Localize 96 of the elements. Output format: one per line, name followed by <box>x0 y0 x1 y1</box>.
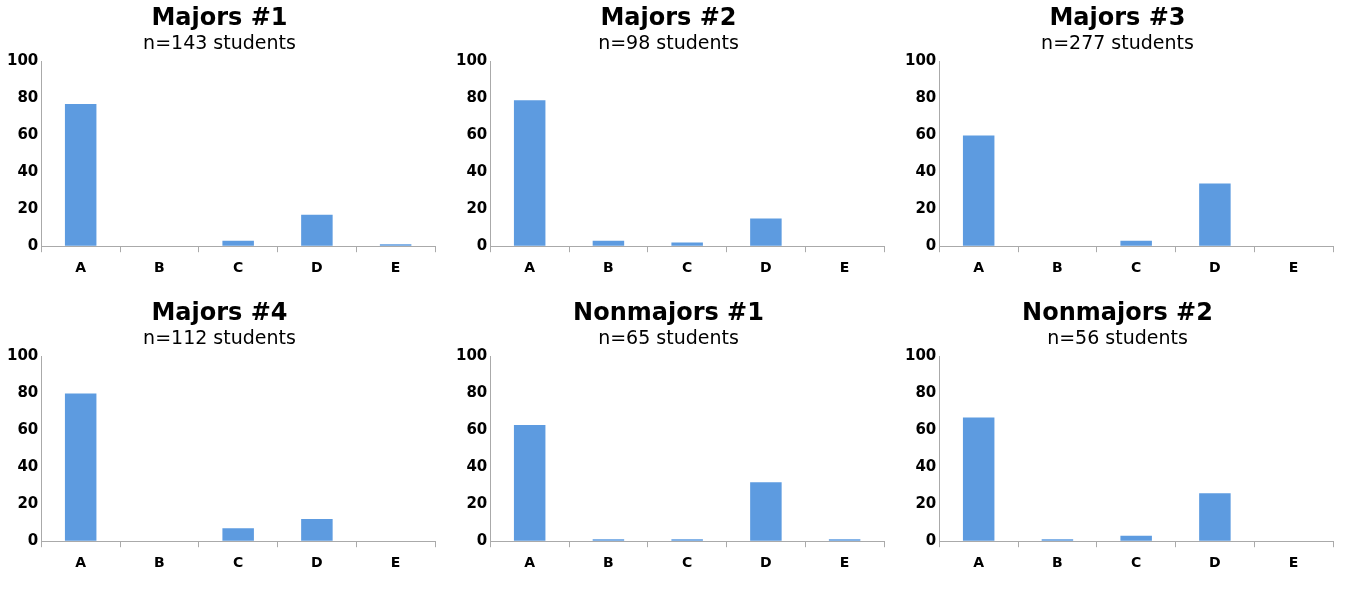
bar <box>962 135 995 246</box>
bar <box>1199 183 1231 246</box>
chart-subtitle: n=65 students <box>598 326 739 349</box>
x-tick-label: D <box>1209 554 1221 571</box>
x-tick-label: A <box>524 554 536 571</box>
x-tick-label: B <box>154 554 165 571</box>
y-tick-label: 80 <box>915 383 937 402</box>
x-tick-label: E <box>390 259 401 276</box>
y-tick-label: 0 <box>476 236 488 255</box>
x-tick-label: D <box>1209 259 1221 276</box>
y-tick-label: 100 <box>905 51 937 70</box>
y-tick-label: 0 <box>476 531 488 550</box>
y-tick-label: 60 <box>17 420 39 439</box>
y-tick-label: 60 <box>915 420 937 439</box>
bar <box>1120 535 1152 541</box>
y-tick-label: 60 <box>17 125 39 144</box>
bar <box>1199 493 1231 541</box>
y-tick-label: 60 <box>466 420 488 439</box>
chart-title: Majors #3 <box>1049 2 1186 31</box>
y-tick-label: 0 <box>925 531 937 550</box>
y-tick-label: 40 <box>915 162 937 181</box>
bar <box>301 214 333 246</box>
y-tick-label: 40 <box>17 457 39 476</box>
x-tick-label: B <box>603 554 614 571</box>
x-tick-label: B <box>154 259 165 276</box>
y-tick-label: 20 <box>466 494 488 513</box>
bar <box>750 482 782 541</box>
x-tick-label: C <box>233 554 244 571</box>
x-tick-label: C <box>682 259 693 276</box>
x-tick-label: D <box>760 259 772 276</box>
y-tick-label: 20 <box>915 494 937 513</box>
y-tick-label: 40 <box>466 162 488 181</box>
x-tick-label: E <box>1288 259 1299 276</box>
y-tick-label: 40 <box>17 162 39 181</box>
y-tick-label: 60 <box>915 125 937 144</box>
bar <box>64 393 97 541</box>
y-tick-label: 80 <box>17 88 39 107</box>
y-tick-label: 80 <box>466 88 488 107</box>
y-tick-label: 60 <box>466 125 488 144</box>
x-tick-label: C <box>233 259 244 276</box>
x-tick-label: D <box>760 554 772 571</box>
x-tick-label: A <box>75 259 87 276</box>
x-tick-label: E <box>839 554 850 571</box>
bar <box>671 242 703 246</box>
x-tick-label: C <box>1131 259 1142 276</box>
bar <box>750 218 782 246</box>
bar <box>222 240 254 246</box>
chart-subtitle: n=56 students <box>1047 326 1188 349</box>
x-tick-label: A <box>524 259 536 276</box>
chart-title: Nonmajors #2 <box>1022 297 1213 326</box>
chart-title: Nonmajors #1 <box>573 297 764 326</box>
x-tick-label: A <box>75 554 87 571</box>
bar <box>513 424 546 541</box>
y-tick-label: 20 <box>915 199 937 218</box>
x-tick-label: B <box>603 259 614 276</box>
chart-subtitle: n=112 students <box>143 326 296 349</box>
y-tick-label: 100 <box>905 346 937 365</box>
chart-title: Majors #2 <box>600 2 737 31</box>
y-tick-label: 40 <box>466 457 488 476</box>
bar <box>1120 240 1152 246</box>
y-tick-label: 80 <box>915 88 937 107</box>
y-tick-label: 100 <box>456 346 488 365</box>
x-tick-label: B <box>1052 554 1063 571</box>
y-tick-label: 0 <box>27 236 39 255</box>
chart-title: Majors #1 <box>151 2 288 31</box>
x-tick-label: B <box>1052 259 1063 276</box>
bar <box>222 528 254 541</box>
bar <box>962 417 995 541</box>
x-tick-label: C <box>682 554 693 571</box>
x-tick-label: A <box>973 554 985 571</box>
chart-subtitle: n=98 students <box>598 31 739 54</box>
bar <box>513 100 546 246</box>
y-tick-label: 40 <box>915 457 937 476</box>
x-tick-label: E <box>390 554 401 571</box>
x-tick-label: E <box>1288 554 1299 571</box>
chart-subtitle: n=277 students <box>1041 31 1194 54</box>
bar <box>301 519 333 541</box>
bar <box>592 240 625 246</box>
y-tick-label: 80 <box>17 383 39 402</box>
y-tick-label: 100 <box>456 51 488 70</box>
y-tick-label: 0 <box>27 531 39 550</box>
chart-title: Majors #4 <box>151 297 288 326</box>
y-tick-label: 80 <box>466 383 488 402</box>
y-tick-label: 100 <box>7 346 39 365</box>
x-tick-label: E <box>839 259 850 276</box>
y-tick-label: 20 <box>466 199 488 218</box>
x-tick-label: D <box>311 554 323 571</box>
chart-subtitle: n=143 students <box>143 31 296 54</box>
x-tick-label: D <box>311 259 323 276</box>
y-tick-label: 20 <box>17 494 39 513</box>
y-tick-label: 0 <box>925 236 937 255</box>
y-tick-label: 20 <box>17 199 39 218</box>
x-tick-label: A <box>973 259 985 276</box>
x-tick-label: C <box>1131 554 1142 571</box>
y-tick-label: 100 <box>7 51 39 70</box>
bar <box>64 104 97 246</box>
